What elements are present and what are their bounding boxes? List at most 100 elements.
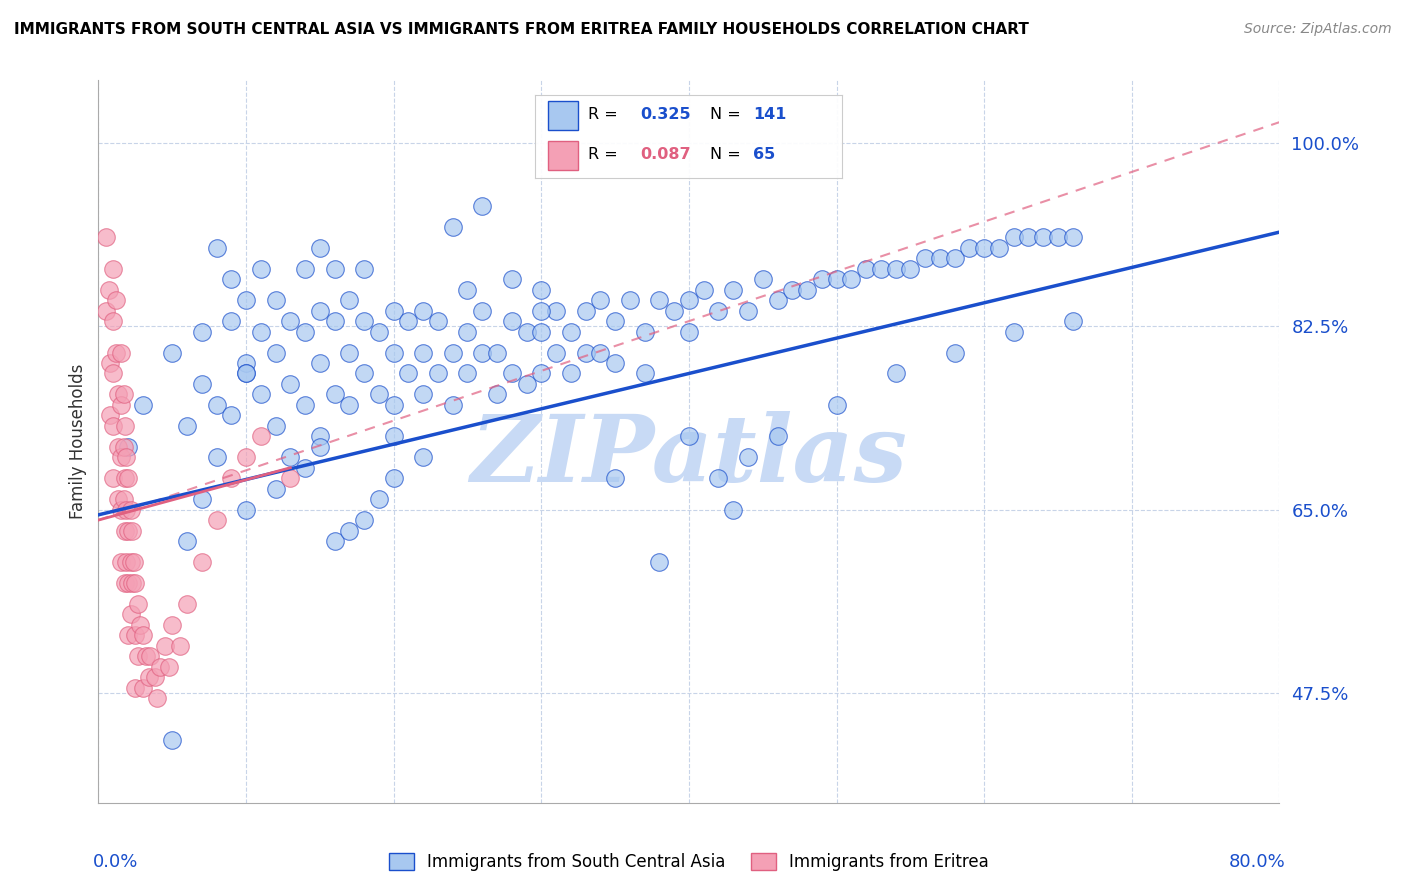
Point xyxy=(648,555,671,569)
Point xyxy=(368,325,391,339)
Point xyxy=(678,429,700,443)
Point xyxy=(412,345,434,359)
Point xyxy=(589,293,612,308)
Point xyxy=(97,283,120,297)
Point xyxy=(309,440,332,454)
Point xyxy=(530,367,553,381)
Point xyxy=(382,398,405,412)
Point xyxy=(1062,314,1084,328)
Point xyxy=(323,314,346,328)
Point xyxy=(398,367,420,381)
Legend: Immigrants from South Central Asia, Immigrants from Eritrea: Immigrants from South Central Asia, Immi… xyxy=(382,846,995,878)
Point xyxy=(560,367,582,381)
Point xyxy=(176,597,198,611)
Point xyxy=(107,492,129,507)
Point xyxy=(619,293,641,308)
Point xyxy=(176,534,198,549)
Point xyxy=(575,303,598,318)
Point xyxy=(382,303,405,318)
Point xyxy=(120,607,142,622)
Point xyxy=(441,398,464,412)
Point xyxy=(103,367,125,381)
Point xyxy=(309,429,332,443)
Point xyxy=(124,681,146,695)
Point xyxy=(114,575,136,590)
Point xyxy=(205,513,228,527)
Point xyxy=(353,314,375,328)
Point xyxy=(98,356,121,370)
Point xyxy=(427,367,450,381)
Point xyxy=(988,241,1011,255)
Point xyxy=(115,450,138,465)
Point xyxy=(250,387,273,401)
Point xyxy=(678,325,700,339)
Point xyxy=(114,418,136,433)
Point xyxy=(132,681,155,695)
Point xyxy=(501,367,523,381)
Point xyxy=(1002,230,1025,244)
Point xyxy=(368,387,391,401)
Text: IMMIGRANTS FROM SOUTH CENTRAL ASIA VS IMMIGRANTS FROM ERITREA FAMILY HOUSEHOLDS : IMMIGRANTS FROM SOUTH CENTRAL ASIA VS IM… xyxy=(14,22,1029,37)
Point xyxy=(855,261,877,276)
Point xyxy=(752,272,775,286)
Point xyxy=(841,272,863,286)
Point xyxy=(530,303,553,318)
Point xyxy=(884,367,907,381)
Point xyxy=(870,261,893,276)
Point xyxy=(929,252,952,266)
Point xyxy=(221,471,243,485)
Point xyxy=(94,303,117,318)
Point xyxy=(110,502,132,516)
Point xyxy=(634,367,657,381)
Point xyxy=(382,471,405,485)
Point xyxy=(98,409,121,423)
Point xyxy=(530,325,553,339)
Point xyxy=(205,398,228,412)
Point xyxy=(103,471,125,485)
Point xyxy=(114,471,136,485)
Point xyxy=(135,649,157,664)
Point xyxy=(264,293,287,308)
Point xyxy=(103,418,125,433)
Point xyxy=(412,450,434,465)
Point xyxy=(546,303,568,318)
Point xyxy=(153,639,176,653)
Point xyxy=(112,387,135,401)
Point xyxy=(162,345,183,359)
Point xyxy=(900,261,922,276)
Point xyxy=(353,367,375,381)
Point xyxy=(412,303,434,318)
Point xyxy=(412,387,434,401)
Point xyxy=(516,325,538,339)
Point xyxy=(149,659,172,673)
Point xyxy=(457,283,479,297)
Point xyxy=(115,502,138,516)
Point xyxy=(117,575,139,590)
Point xyxy=(107,387,129,401)
Point xyxy=(1002,325,1025,339)
Point xyxy=(501,314,523,328)
Point xyxy=(280,450,302,465)
Point xyxy=(105,293,128,308)
Text: 0.0%: 0.0% xyxy=(93,854,138,871)
Point xyxy=(707,471,730,485)
Point xyxy=(605,314,627,328)
Point xyxy=(235,367,257,381)
Point xyxy=(205,241,228,255)
Point xyxy=(115,555,138,569)
Point xyxy=(191,492,214,507)
Point xyxy=(117,524,139,538)
Point xyxy=(398,314,420,328)
Point xyxy=(235,502,257,516)
Point xyxy=(664,303,686,318)
Point xyxy=(250,261,273,276)
Point xyxy=(235,356,257,370)
Point xyxy=(323,387,346,401)
Point xyxy=(139,649,162,664)
Point xyxy=(205,450,228,465)
Point xyxy=(943,252,966,266)
Point xyxy=(382,429,405,443)
Point xyxy=(191,325,214,339)
Point xyxy=(810,272,832,286)
Point xyxy=(294,325,316,339)
